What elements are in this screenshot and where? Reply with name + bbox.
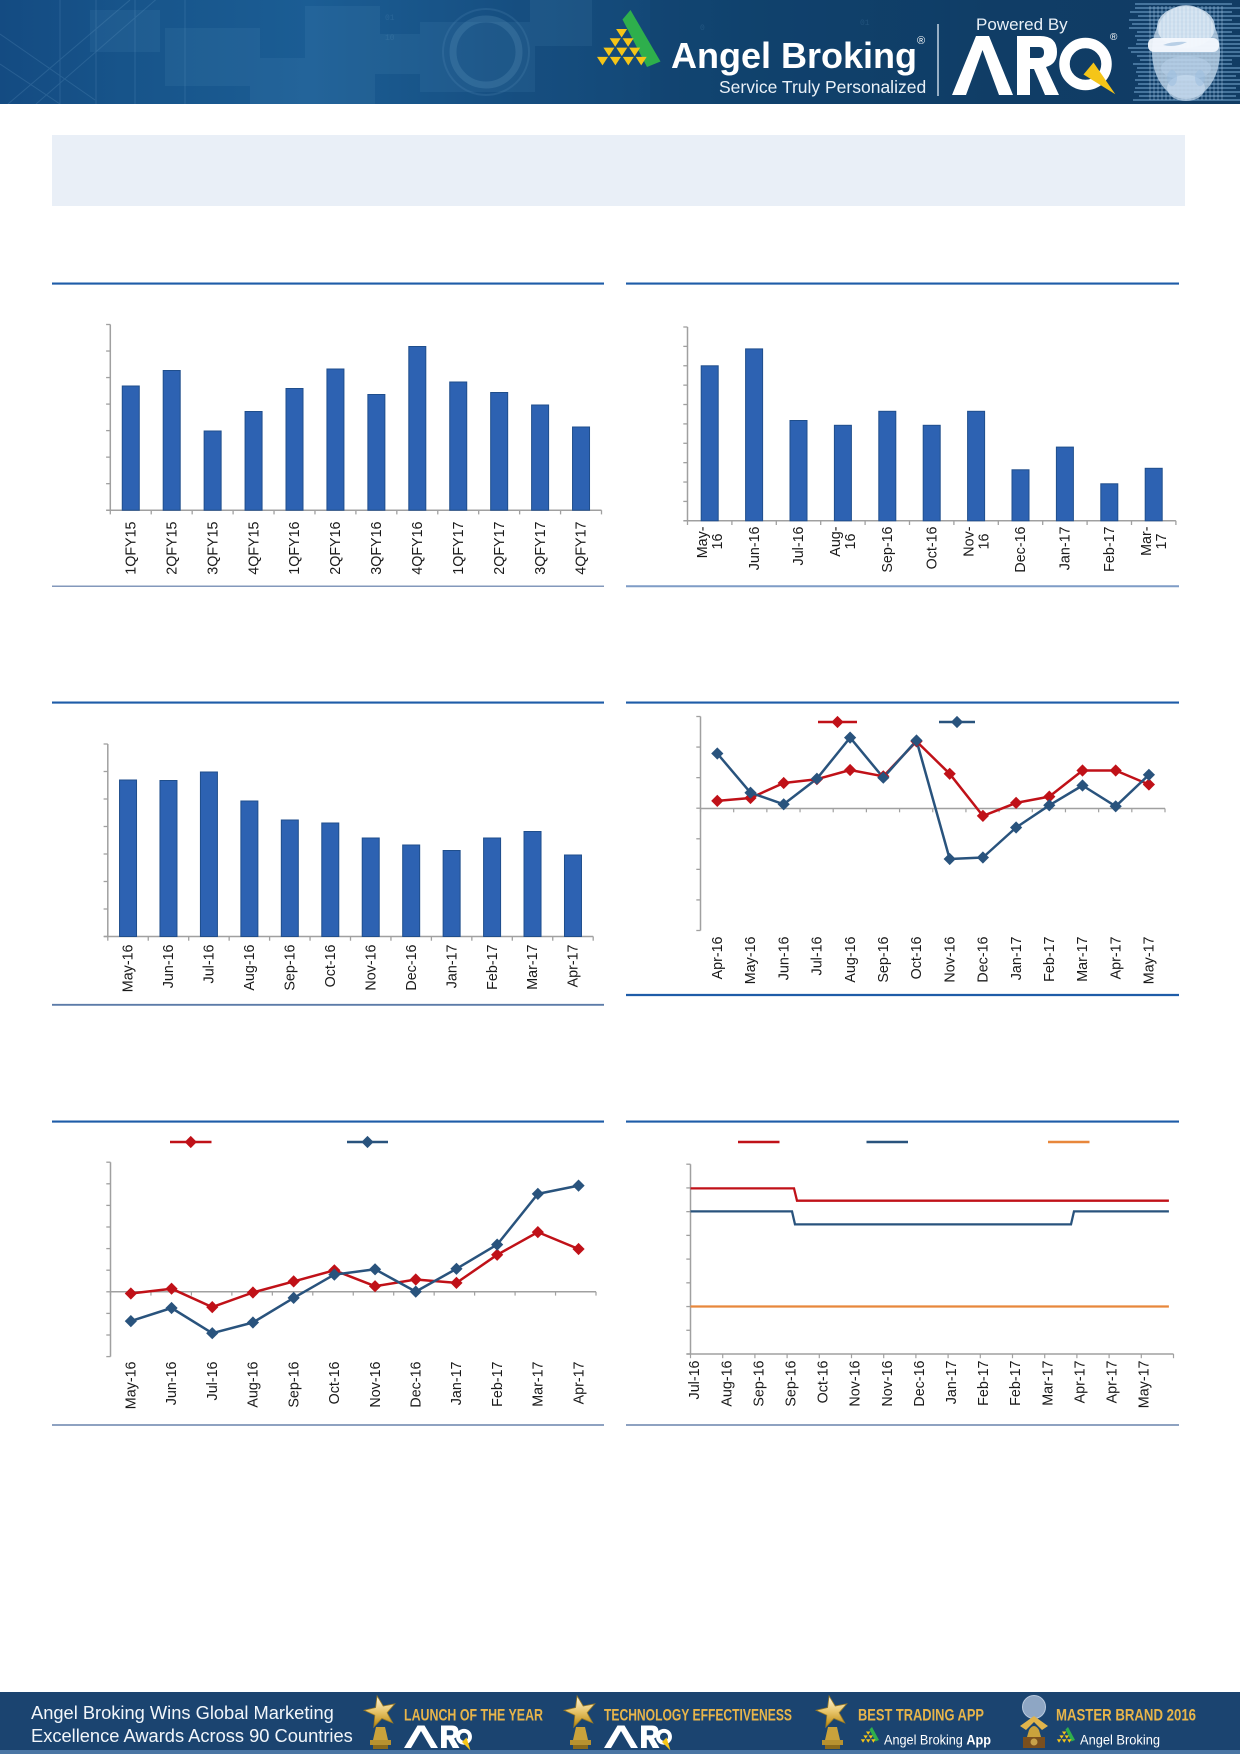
svg-text:Mar-17: Mar-17 bbox=[1075, 936, 1091, 981]
svg-text:Jul-16: Jul-16 bbox=[205, 1361, 221, 1400]
svg-text:Jul-16: Jul-16 bbox=[202, 944, 218, 983]
svg-text:Jan-17: Jan-17 bbox=[444, 944, 460, 988]
svg-text:Jan-17: Jan-17 bbox=[944, 1360, 960, 1404]
svg-text:2QFY15: 2QFY15 bbox=[164, 521, 180, 574]
svg-text:LAUNCH OF THE YEAR: LAUNCH OF THE YEAR bbox=[404, 1706, 543, 1725]
svg-text:Oct-16: Oct-16 bbox=[327, 1361, 343, 1404]
svg-text:Apr-17: Apr-17 bbox=[566, 944, 582, 987]
svg-text:TECHNOLOGY EFFECTIVENESS: TECHNOLOGY EFFECTIVENESS bbox=[604, 1706, 792, 1725]
svg-text:BEST TRADING APP: BEST TRADING APP bbox=[858, 1706, 984, 1725]
svg-text:Apr-17: Apr-17 bbox=[1108, 936, 1124, 979]
svg-text:4QFY15: 4QFY15 bbox=[246, 521, 262, 574]
svg-text:2QFY16: 2QFY16 bbox=[328, 521, 344, 574]
svg-text:Feb-17: Feb-17 bbox=[485, 944, 501, 989]
svg-text:Sep-16: Sep-16 bbox=[751, 1360, 767, 1406]
svg-text:Service Truly Personalized: Service Truly Personalized bbox=[719, 77, 926, 97]
svg-text:1QFY17: 1QFY17 bbox=[451, 521, 467, 574]
svg-text:Sep-16: Sep-16 bbox=[283, 944, 299, 990]
svg-text:Feb-17: Feb-17 bbox=[490, 1361, 506, 1406]
svg-text:Dec-16: Dec-16 bbox=[976, 936, 992, 982]
svg-text:10: 10 bbox=[385, 34, 395, 43]
svg-text:Feb-17: Feb-17 bbox=[976, 1360, 992, 1405]
svg-text:Jan-17: Jan-17 bbox=[1058, 526, 1074, 570]
svg-text:Sep-16: Sep-16 bbox=[880, 526, 896, 572]
svg-text:Jul-16: Jul-16 bbox=[810, 936, 826, 975]
svg-text:Apr-16: Apr-16 bbox=[710, 936, 726, 979]
svg-text:Aug-16: Aug-16 bbox=[843, 936, 859, 982]
svg-text:May-17: May-17 bbox=[1137, 1360, 1153, 1408]
svg-text:®: ® bbox=[917, 35, 925, 47]
svg-text:2QFY17: 2QFY17 bbox=[492, 521, 508, 574]
svg-text:Aug-16: Aug-16 bbox=[719, 1360, 735, 1406]
svg-text:01: 01 bbox=[385, 14, 395, 23]
svg-text:4QFY16: 4QFY16 bbox=[410, 521, 426, 574]
svg-text:0: 0 bbox=[1060, 24, 1065, 33]
svg-text:Nov-16: Nov-16 bbox=[942, 936, 958, 982]
svg-text:1: 1 bbox=[712, 54, 717, 63]
svg-text:1QFY16: 1QFY16 bbox=[287, 521, 303, 574]
svg-text:May-16: May-16 bbox=[743, 936, 759, 984]
svg-text:Jun-16: Jun-16 bbox=[164, 1361, 180, 1405]
svg-text:Jan-17: Jan-17 bbox=[449, 1361, 465, 1405]
svg-text:Aug-16: Aug-16 bbox=[242, 944, 258, 990]
svg-text:May-16: May-16 bbox=[121, 944, 137, 992]
svg-text:Apr-17: Apr-17 bbox=[1105, 1360, 1121, 1403]
svg-text:Sep-16: Sep-16 bbox=[784, 1360, 800, 1406]
svg-text:3QFY17: 3QFY17 bbox=[533, 521, 549, 574]
svg-text:17: 17 bbox=[1154, 534, 1170, 550]
svg-text:3QFY15: 3QFY15 bbox=[205, 521, 221, 574]
svg-text:Jul-16: Jul-16 bbox=[791, 526, 807, 565]
svg-text:Jun-16: Jun-16 bbox=[776, 936, 792, 980]
svg-text:May-16: May-16 bbox=[124, 1361, 140, 1409]
svg-text:Angel Broking: Angel Broking bbox=[1080, 1732, 1160, 1748]
svg-text:Jul-16: Jul-16 bbox=[687, 1360, 703, 1399]
svg-text:1QFY15: 1QFY15 bbox=[124, 521, 140, 574]
svg-text:Dec-16: Dec-16 bbox=[912, 1360, 928, 1406]
svg-text:16: 16 bbox=[843, 534, 859, 550]
svg-text:0: 0 bbox=[700, 24, 705, 33]
svg-text:Nov-16: Nov-16 bbox=[368, 1361, 384, 1407]
svg-text:Dec-16: Dec-16 bbox=[1013, 526, 1029, 572]
svg-text:16: 16 bbox=[976, 534, 992, 550]
svg-text:Nov-16: Nov-16 bbox=[363, 944, 379, 990]
svg-text:Dec-16: Dec-16 bbox=[408, 1361, 424, 1407]
svg-text:Angel Broking App: Angel Broking App bbox=[884, 1732, 991, 1748]
svg-text:Feb-17: Feb-17 bbox=[1042, 936, 1058, 981]
svg-text:10: 10 bbox=[860, 64, 870, 73]
svg-text:Mar-: Mar- bbox=[1139, 526, 1155, 556]
svg-text:Feb-17: Feb-17 bbox=[1102, 526, 1118, 571]
svg-text:Jan-17: Jan-17 bbox=[1009, 936, 1025, 980]
svg-text:Sep-16: Sep-16 bbox=[876, 936, 892, 982]
svg-text:Aug-16: Aug-16 bbox=[246, 1361, 262, 1407]
svg-text:Feb-17: Feb-17 bbox=[1008, 1360, 1024, 1405]
svg-text:Nov-: Nov- bbox=[961, 526, 977, 556]
svg-text:Powered By: Powered By bbox=[976, 15, 1068, 34]
svg-text:Jun-16: Jun-16 bbox=[747, 526, 763, 570]
svg-text:Oct-16: Oct-16 bbox=[323, 944, 339, 987]
svg-text:Angel Broking: Angel Broking bbox=[671, 35, 917, 76]
svg-text:16: 16 bbox=[710, 534, 726, 550]
svg-text:Apr-17: Apr-17 bbox=[571, 1361, 587, 1404]
svg-text:Mar-17: Mar-17 bbox=[525, 944, 541, 989]
svg-text:Oct-16: Oct-16 bbox=[909, 936, 925, 979]
svg-text:01: 01 bbox=[860, 19, 870, 28]
svg-text:Nov-16: Nov-16 bbox=[848, 1360, 864, 1406]
svg-text:Jun-16: Jun-16 bbox=[161, 944, 177, 988]
svg-text:4QFY17: 4QFY17 bbox=[574, 521, 590, 574]
svg-text:3QFY16: 3QFY16 bbox=[369, 521, 385, 574]
svg-text:®: ® bbox=[1110, 32, 1118, 43]
svg-text:Mar-17: Mar-17 bbox=[1040, 1360, 1056, 1405]
svg-text:MASTER BRAND 2016: MASTER BRAND 2016 bbox=[1056, 1706, 1196, 1725]
svg-text:May-17: May-17 bbox=[1142, 936, 1158, 984]
svg-text:Oct-16: Oct-16 bbox=[924, 526, 940, 569]
svg-text:Aug-: Aug- bbox=[828, 526, 844, 556]
svg-text:Mar-17: Mar-17 bbox=[531, 1361, 547, 1406]
svg-text:May-: May- bbox=[695, 526, 711, 558]
svg-text:Apr-17: Apr-17 bbox=[1072, 1360, 1088, 1403]
svg-text:Nov-16: Nov-16 bbox=[880, 1360, 896, 1406]
svg-text:Oct-16: Oct-16 bbox=[816, 1360, 832, 1403]
svg-text:Dec-16: Dec-16 bbox=[404, 944, 420, 990]
svg-text:Sep-16: Sep-16 bbox=[286, 1361, 302, 1407]
